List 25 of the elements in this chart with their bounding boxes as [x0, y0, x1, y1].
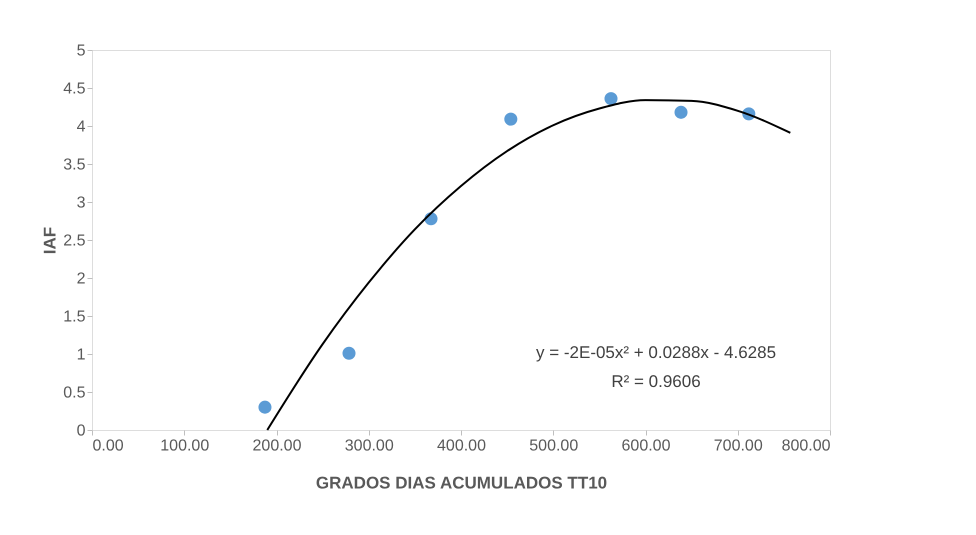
y-tick-label: 3.5	[63, 156, 86, 174]
y-tick-label: 1	[76, 346, 86, 364]
y-tick-label: 4.5	[63, 80, 86, 98]
x-tick-label: 500.00	[529, 438, 578, 454]
y-tick-label: 2	[76, 270, 86, 288]
x-tick-label: 800.00	[782, 438, 831, 454]
y-tick-label: 0.5	[63, 384, 86, 402]
y-tick-label: 0	[76, 422, 86, 440]
x-axis-title: GRADOS DIAS ACUMULADOS TT10	[316, 474, 608, 492]
x-tick-label: 600.00	[622, 438, 671, 454]
y-tick-label: 5	[76, 42, 86, 60]
line-series	[266, 99, 792, 431]
y-axis-title: IAF	[40, 226, 60, 254]
y-tick-label: 3	[76, 194, 86, 212]
x-tick-label: 300.00	[344, 438, 394, 454]
x-tick-label: 0.00	[92, 438, 124, 454]
x-tick-label: 400.00	[437, 438, 486, 454]
y-tick-label: 2.5	[63, 232, 86, 250]
annotation: R² = 0.9606	[611, 372, 701, 391]
y-tick-label: 1.5	[63, 308, 86, 326]
x-tick-label: 700.00	[714, 438, 763, 454]
annotation: y = -2E-05x² + 0.0288x - 4.6285	[536, 343, 776, 362]
x-tick-label: 100.00	[160, 438, 210, 454]
x-tick-label: 200.00	[252, 438, 302, 454]
y-tick-label: 4	[76, 118, 86, 136]
